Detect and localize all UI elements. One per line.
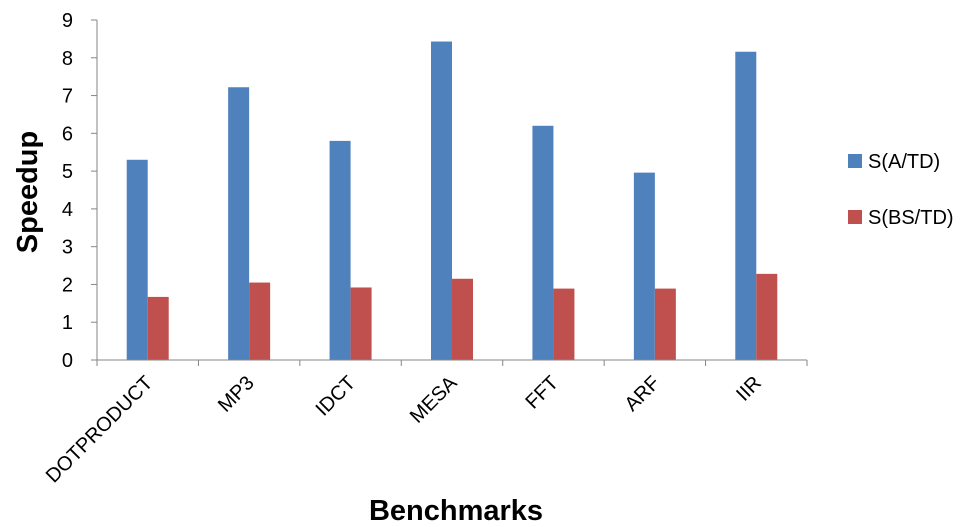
y-axis-ticks: 0 1 2 3 4 5 6 7 8 9 [62, 10, 808, 372]
y-tick-label: 9 [62, 10, 73, 32]
legend-label: S(BS/TD) [868, 207, 954, 229]
x-category-label: IDCT [312, 372, 361, 421]
legend-swatch [848, 154, 862, 168]
x-category-label: ARF [621, 372, 665, 416]
bar-a-td-fft [532, 125, 554, 361]
bar-a-td-mp3 [228, 87, 250, 360]
legend-label: S(A/TD) [868, 151, 940, 173]
y-tick-label: 3 [62, 237, 73, 259]
bar-bs-td-idct [350, 287, 372, 360]
x-category-label: IIR [732, 372, 766, 406]
y-tick-label: 1 [62, 312, 73, 334]
bar-bs-td-iir [756, 273, 778, 360]
bar-bs-td-mp3 [249, 282, 271, 360]
y-tick-label: 0 [62, 350, 73, 372]
x-category-label: MESA [406, 372, 462, 428]
legend-swatch [848, 210, 862, 224]
bar-a-td-dotproduct [126, 159, 148, 360]
legend: S(A/TD) S(BS/TD) [848, 151, 954, 229]
x-category-label: FFT [521, 372, 562, 413]
y-tick-label: 5 [62, 161, 73, 183]
bar-a-td-mesa [431, 41, 452, 361]
y-axis-title: Speedup [12, 131, 44, 253]
x-category-label: DOTPRODUCT [42, 372, 157, 487]
y-tick-label: 4 [62, 199, 73, 221]
bar-bs-td-arf [654, 288, 676, 360]
y-tick-label: 7 [62, 86, 73, 108]
bar-a-td-idct [329, 140, 351, 360]
bar-bs-td-dotproduct [147, 296, 169, 360]
x-axis-title: Benchmarks [369, 495, 543, 527]
y-tick-label: 2 [62, 274, 73, 296]
x-axis-labels: DOTPRODUCT MP3 IDCT MESA FFT ARF IIR [42, 372, 766, 488]
x-category-label: MP3 [214, 372, 259, 417]
bar-bs-td-fft [553, 288, 575, 360]
bar-a-td-arf [633, 172, 655, 360]
bar-bs-td-mesa [452, 278, 473, 360]
bar-a-td-iir [735, 51, 757, 360]
y-tick-label: 8 [62, 48, 73, 70]
y-tick-label: 6 [62, 123, 73, 145]
plot-area [126, 41, 778, 361]
